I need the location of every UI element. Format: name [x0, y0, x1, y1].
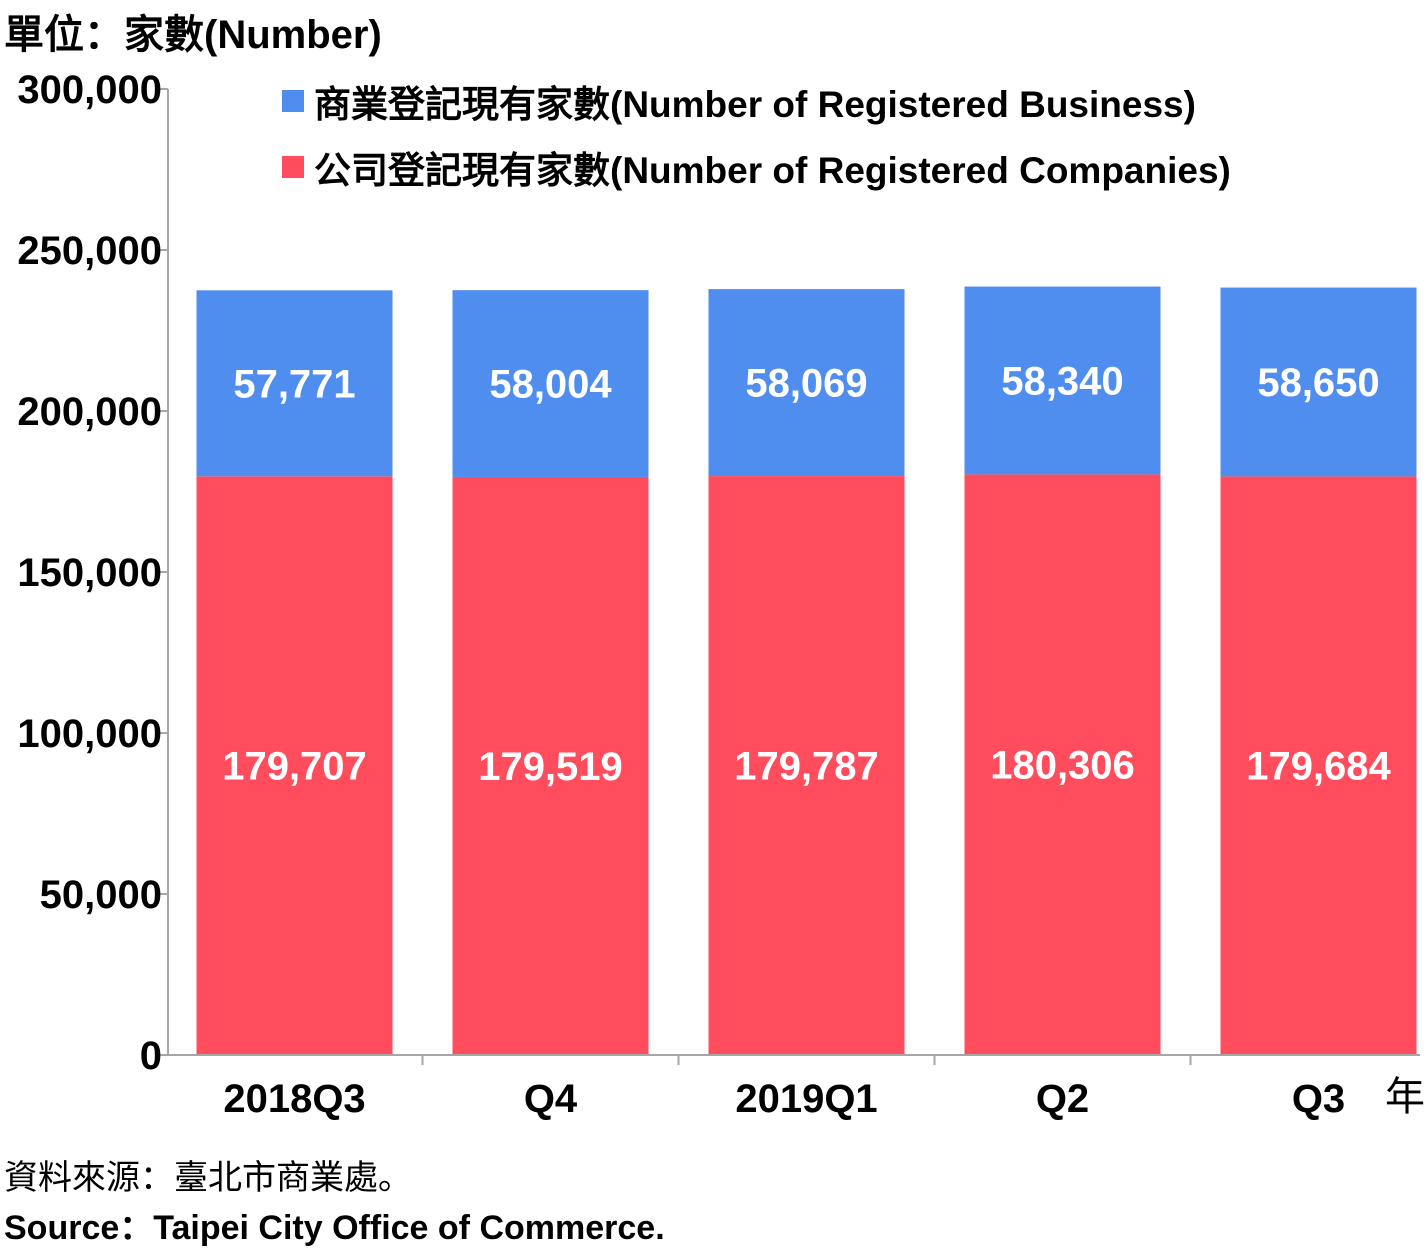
bar-business — [452, 290, 649, 477]
data-label-companies: 179,519 — [478, 745, 623, 789]
data-label-business: 58,004 — [489, 363, 612, 407]
legend-item-business: 商業登記現有家數(Number of Registered Business) — [282, 78, 1231, 125]
bar-business — [964, 286, 1161, 475]
bar-companies — [1220, 476, 1417, 1056]
bar-business — [708, 289, 905, 477]
x-tick-label: Q2 — [1036, 1077, 1089, 1121]
bar-business — [196, 290, 393, 477]
source-note-zh: 資料來源：臺北市商業處。 — [4, 1159, 412, 1197]
legend-swatch-companies — [282, 156, 304, 178]
x-tick-label: Q3 — [1292, 1077, 1345, 1121]
y-tick-label: 250,000 — [17, 229, 162, 273]
data-label-companies: 179,787 — [734, 745, 879, 789]
bar-companies — [964, 474, 1161, 1055]
y-tick-label: 0 — [140, 1034, 162, 1078]
bar-companies — [196, 476, 393, 1055]
unit-label: 單位：家數(Number) — [4, 13, 382, 57]
y-tick-label: 150,000 — [17, 551, 162, 595]
legend-swatch-business — [282, 90, 304, 112]
y-tick-label: 50,000 — [40, 873, 162, 917]
data-label-business: 58,340 — [1001, 359, 1123, 403]
data-label-companies: 179,684 — [1246, 745, 1391, 789]
data-label-business: 57,771 — [233, 362, 355, 406]
bar-companies — [708, 476, 905, 1056]
x-tick-label: 2018Q3 — [223, 1077, 365, 1121]
x-axis-unit-label: 年 — [1385, 1075, 1425, 1119]
legend: 商業登記現有家數(Number of Registered Business) … — [282, 78, 1231, 210]
data-label-business: 58,069 — [745, 362, 867, 406]
data-label-companies: 180,306 — [990, 744, 1135, 788]
legend-item-companies: 公司登記現有家數(Number of Registered Companies) — [282, 144, 1231, 191]
data-label-companies: 179,707 — [222, 745, 367, 789]
y-tick-label: 300,000 — [17, 68, 162, 112]
x-tick-label: 2019Q1 — [735, 1077, 877, 1121]
legend-label-business: 商業登記現有家數(Number of Registered Business) — [314, 84, 1196, 125]
source-note-en: Source：Taipei City Office of Commerce. — [4, 1209, 665, 1247]
bar-business — [1220, 287, 1417, 477]
data-label-business: 58,650 — [1257, 361, 1379, 405]
x-tick-label: Q4 — [524, 1077, 578, 1121]
y-tick-label: 200,000 — [17, 390, 162, 434]
bar-companies — [452, 476, 649, 1055]
y-tick-label: 100,000 — [17, 712, 162, 756]
legend-label-companies: 公司登記現有家數(Number of Registered Companies) — [314, 150, 1231, 191]
